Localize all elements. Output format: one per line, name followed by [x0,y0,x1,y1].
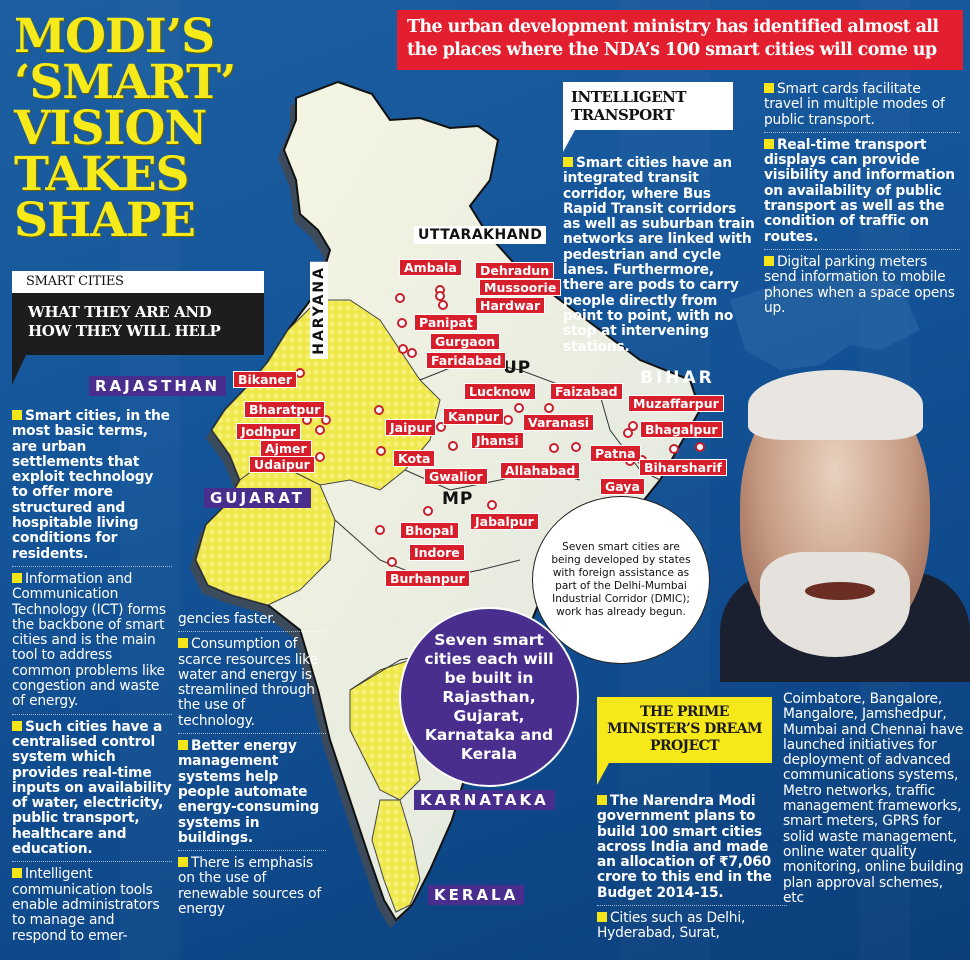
city-label-jodhpur: Jodhpur [236,423,302,440]
state-label-kerala: KERALA [428,885,525,905]
state-label-uttarakhand: UTTARAKHAND [414,226,547,244]
city-label-allahabad: Allahabad [500,462,581,479]
city-label-patna: Patna [590,445,641,462]
bullet-square-icon [764,255,774,266]
bullet-item: Consumption of scarce resources like wat… [178,637,326,735]
bullet-square-icon [597,795,607,805]
smart-cities-label: SMART CITIES [12,271,264,293]
bullet-square-icon [12,572,22,583]
bullet-item: Better energy management systems help pe… [178,738,326,852]
portrait [720,362,970,682]
city-label-kanpur: Kanpur [443,408,505,425]
banner: The urban development ministry has ident… [397,10,963,70]
bullet-item: Information and Communication Technology… [12,571,172,715]
portrait-hair [748,370,923,440]
bullet-item: Such cities have a centralised control s… [12,719,172,863]
bullet-item: There is emphasis on the use of renewabl… [178,855,321,918]
bullet-item: Coimbatore, Bangalore, Mangalore, Jamshe… [783,691,964,906]
bullet-item: Smart cards facilitate travel in multipl… [764,81,960,133]
headline-line: ‘SMART’ [14,55,236,110]
dmic-callout: Seven smart cities are being developed b… [532,496,710,664]
pm-project-heading: THE PRIME MINISTER’S DREAM PROJECT [597,697,772,763]
state-label-rajasthan: RAJASTHAN [89,376,227,396]
city-label-bhopal: Bhopal [400,522,459,539]
city-label-kota: Kota [393,450,436,467]
state-label-bihar: BIHAR [640,368,715,388]
city-label-panipat: Panipat [414,314,478,331]
headline-line: MODI’S [14,9,215,64]
speech-tail [597,763,609,785]
city-label-udaipur: Udaipur [249,456,315,473]
city-label-biharsharif: Biharsharif [639,459,727,476]
smart-cities-heading: WHAT THEY ARE AND HOW THEY WILL HELP [12,293,264,355]
city-label-ambala: Ambala [399,259,462,276]
city-label-hardwar: Hardwar [475,297,546,314]
city-label-gwalior: Gwalior [424,468,488,485]
bullet-item: Smart cities have an integrated transit … [563,155,755,355]
city-label-lucknow: Lucknow [464,383,536,400]
portrait-mouth [805,582,875,600]
headline-line: VISION [14,101,207,156]
seven-cities-callout: Seven smart cities each will be built in… [399,607,579,787]
portrait-beard [760,552,910,657]
bullet-item: gencies faster. [178,611,326,633]
headline: MODI’S ‘SMART’ VISION TAKES SHAPE [14,9,274,248]
bullet-square-icon [178,857,188,868]
city-label-muzaffarpur: Muzaffarpur [628,395,724,412]
intelligent-transport-heading: INTELLIGENT TRANSPORT [563,82,733,130]
city-label-bikaner: Bikaner [233,371,298,388]
city-label-faizabad: Faizabad [550,383,623,400]
headline-line: SHAPE [14,193,196,248]
transport-bullets-left: Smart cities have an integrated transit … [563,155,756,364]
state-label-karnataka: KARNATAKA [414,790,555,810]
state-label-up: UP [503,358,532,378]
city-label-varanasi: Varanasi [523,414,595,431]
smart-cities-bullets: Smart cities, in the most basic terms, a… [12,408,172,953]
transport-bullets-right: Smart cards facilitate travel in multipl… [764,81,960,325]
smart-cities-bullets-continued: gencies faster. Consumption of scarce re… [178,611,326,926]
city-label-jabalpur: Jabalpur [470,513,539,530]
city-label-indore: Indore [409,544,465,561]
state-label-haryana: HARYANA [310,262,328,359]
bullet-item: Smart cities, in the most basic terms, a… [12,408,172,567]
city-label-ajmer: Ajmer [260,440,312,457]
bullet-square-icon [12,868,22,879]
pm-project-bullets: The Narendra Modi government plans to bu… [597,793,787,951]
city-label-jhansi: Jhansi [471,432,524,449]
headline-line: TAKES [14,147,190,202]
city-label-gurgaon: Gurgaon [430,333,501,350]
city-label-gaya: Gaya [600,478,645,495]
bullet-item: Cities such as Delhi, Hyderabad, Surat, [597,910,746,942]
city-label-mussoorie: Mussoorie [479,279,562,296]
city-label-bharatpur: Bharatpur [244,401,326,418]
bullet-square-icon [178,740,188,751]
bullet-square-icon [12,410,22,420]
state-label-gujarat: GUJARAT [204,488,311,508]
bullet-square-icon [563,157,573,167]
city-label-dehradun: Dehradun [475,262,555,279]
bullet-square-icon [764,138,774,149]
bullet-item: Real-time transport displays can provide… [764,137,960,250]
city-label-jaipur: Jaipur [385,419,437,436]
pm-project-continued: Coimbatore, Bangalore, Mangalore, Jamshe… [783,691,965,915]
bullet-square-icon [12,720,22,731]
bullet-item: Digital parking meters send information … [764,253,955,316]
speech-tail [12,355,26,385]
bullet-square-icon [597,912,607,923]
speech-tail [563,130,575,152]
city-label-bhagalpur: Bhagalpur [640,421,723,438]
state-label-mp: MP [442,489,474,509]
bullet-item: The Narendra Modi government plans to bu… [597,793,787,907]
bullet-square-icon [178,638,188,649]
bullet-item: Intelligent communication tools enable a… [12,866,160,944]
city-label-burhanpur: Burhanpur [385,570,470,587]
bullet-square-icon [764,83,774,93]
city-label-faridabad: Faridabad [426,352,507,369]
